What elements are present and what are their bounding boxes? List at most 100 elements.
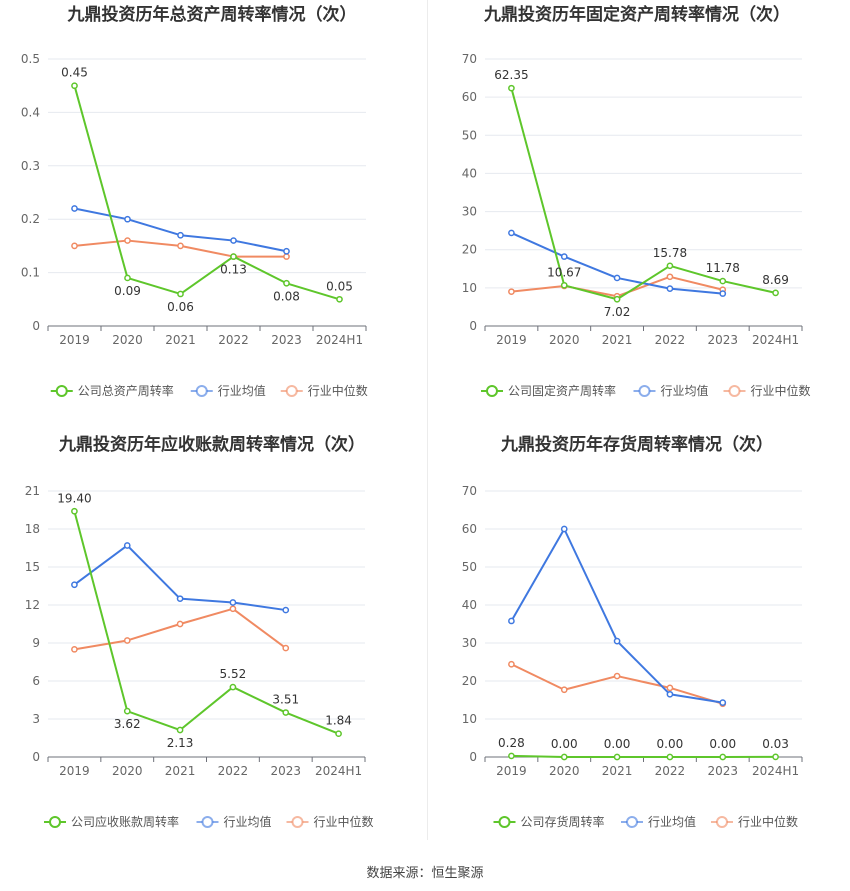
data-point-median[interactable] [176,620,184,628]
data-point-mean[interactable] [176,595,184,603]
data-label: 0.13 [220,263,247,277]
data-point-company[interactable] [719,753,727,761]
legend-item-mean[interactable]: 行业均值 [190,383,266,398]
data-label: 0.08 [273,289,300,303]
data-point-mean[interactable] [666,285,674,292]
data-point-median[interactable] [560,686,568,694]
legend-marker [55,385,68,397]
legend-item-median[interactable]: 行业中位数 [723,383,811,398]
data-point-median[interactable] [229,605,237,613]
series-line-company [511,754,776,758]
data-point-mean[interactable] [613,274,621,282]
data-label: 3.62 [114,717,141,731]
data-point-mean[interactable] [666,690,674,698]
y-tick-label: 10 [462,712,477,726]
data-point-company[interactable] [336,295,343,303]
data-point-mean[interactable] [719,290,727,297]
data-point-company[interactable] [772,753,779,761]
data-point-mean[interactable] [230,237,237,244]
data-point-company[interactable] [666,753,674,761]
data-point-mean[interactable] [719,699,727,707]
data-label: 2.13 [167,736,194,750]
data-point-company[interactable] [613,753,621,761]
data-point-company[interactable] [229,683,237,691]
legend-item-median[interactable]: 行业中位数 [711,814,798,829]
legend-item-company[interactable]: 公司应收账款周转率 [44,814,179,829]
legend-label: 公司固定资产周转率 [508,383,616,398]
y-tick-label: 50 [462,128,477,142]
data-point-company[interactable] [123,707,131,715]
legend-item-mean[interactable]: 行业均值 [196,814,272,829]
x-tick-label: 2024H1 [316,333,363,347]
data-point-mean[interactable] [123,542,131,549]
data-point-company[interactable] [719,277,727,285]
data-point-median[interactable] [613,672,621,680]
data-point-mean[interactable] [177,231,184,239]
data-point-mean[interactable] [124,215,131,223]
data-point-company[interactable] [335,730,342,738]
legend-label: 行业均值 [224,814,272,829]
y-tick-label: 20 [462,674,477,688]
data-point-median[interactable] [666,684,674,692]
data-point-mean[interactable] [283,247,290,255]
legend-item-median[interactable]: 行业中位数 [280,383,368,398]
data-point-company[interactable] [71,507,78,515]
data-label: 11.78 [706,261,740,275]
legend-item-company[interactable]: 公司总资产周转率 [50,383,174,398]
data-point-median[interactable] [124,237,131,244]
data-point-mean[interactable] [229,599,237,606]
data-point-mean[interactable] [613,637,621,645]
data-point-company[interactable] [560,281,568,289]
data-point-company[interactable] [772,289,779,297]
data-label: 0.09 [114,284,141,298]
data-point-median[interactable] [123,637,131,644]
data-point-company[interactable] [283,279,290,287]
legend-marker [195,385,208,397]
legend-marker [498,816,511,828]
data-point-median[interactable] [71,645,78,653]
data-point-company[interactable] [177,290,184,298]
data-point-company[interactable] [230,253,237,260]
legend-marker [49,816,61,828]
data-point-company[interactable] [282,709,290,716]
data-point-company[interactable] [124,274,131,282]
y-tick-label: 0.3 [21,159,40,173]
x-tick-label: 2023 [270,764,301,778]
data-point-median[interactable] [177,242,184,250]
legend-item-mean[interactable]: 行业均值 [633,383,709,398]
data-point-median[interactable] [282,644,290,652]
data-point-company[interactable] [508,84,515,92]
legend-item-mean[interactable]: 行业均值 [621,814,696,829]
chart-title: 九鼎投资历年固定资产周转率情况（次） [483,4,790,25]
series-line-company [510,87,776,301]
data-point-median[interactable] [666,273,674,281]
data-point-company[interactable] [560,753,568,761]
data-point-median[interactable] [71,242,78,250]
data-point-median[interactable] [508,660,515,668]
legend-item-company[interactable]: 公司存货周转率 [493,814,605,829]
data-point-mean[interactable] [560,253,568,260]
data-point-mean[interactable] [71,581,78,589]
legend-item-company[interactable]: 公司固定资产周转率 [481,383,616,398]
data-point-median[interactable] [508,288,515,296]
data-point-company[interactable] [71,82,78,90]
x-tick-label: 2022 [218,333,249,347]
y-tick-label: 0.1 [21,266,40,280]
chart-receivables-turnover: 九鼎投资历年应收账款周转率情况（次） 0 3 6 9 12 15 18 21 2019 2020 20… [25,434,374,829]
x-tick-label: 2024H1 [752,333,799,347]
data-point-company[interactable] [613,295,621,303]
data-point-mean[interactable] [508,617,515,625]
x-tick-label: 2019 [496,764,527,778]
data-point-mean[interactable] [508,229,515,237]
data-point-company[interactable] [176,726,184,734]
legend-item-median[interactable]: 行业中位数 [286,814,374,829]
y-tick-label: 9 [32,636,40,650]
data-point-mean[interactable] [71,205,78,212]
x-tick-label: 2021 [165,764,196,778]
legend-marker [486,385,498,397]
data-point-company[interactable] [508,752,515,760]
data-point-mean[interactable] [282,606,290,614]
data-point-mean[interactable] [560,525,568,533]
data-point-company[interactable] [666,262,674,270]
data-point-median[interactable] [283,253,290,260]
